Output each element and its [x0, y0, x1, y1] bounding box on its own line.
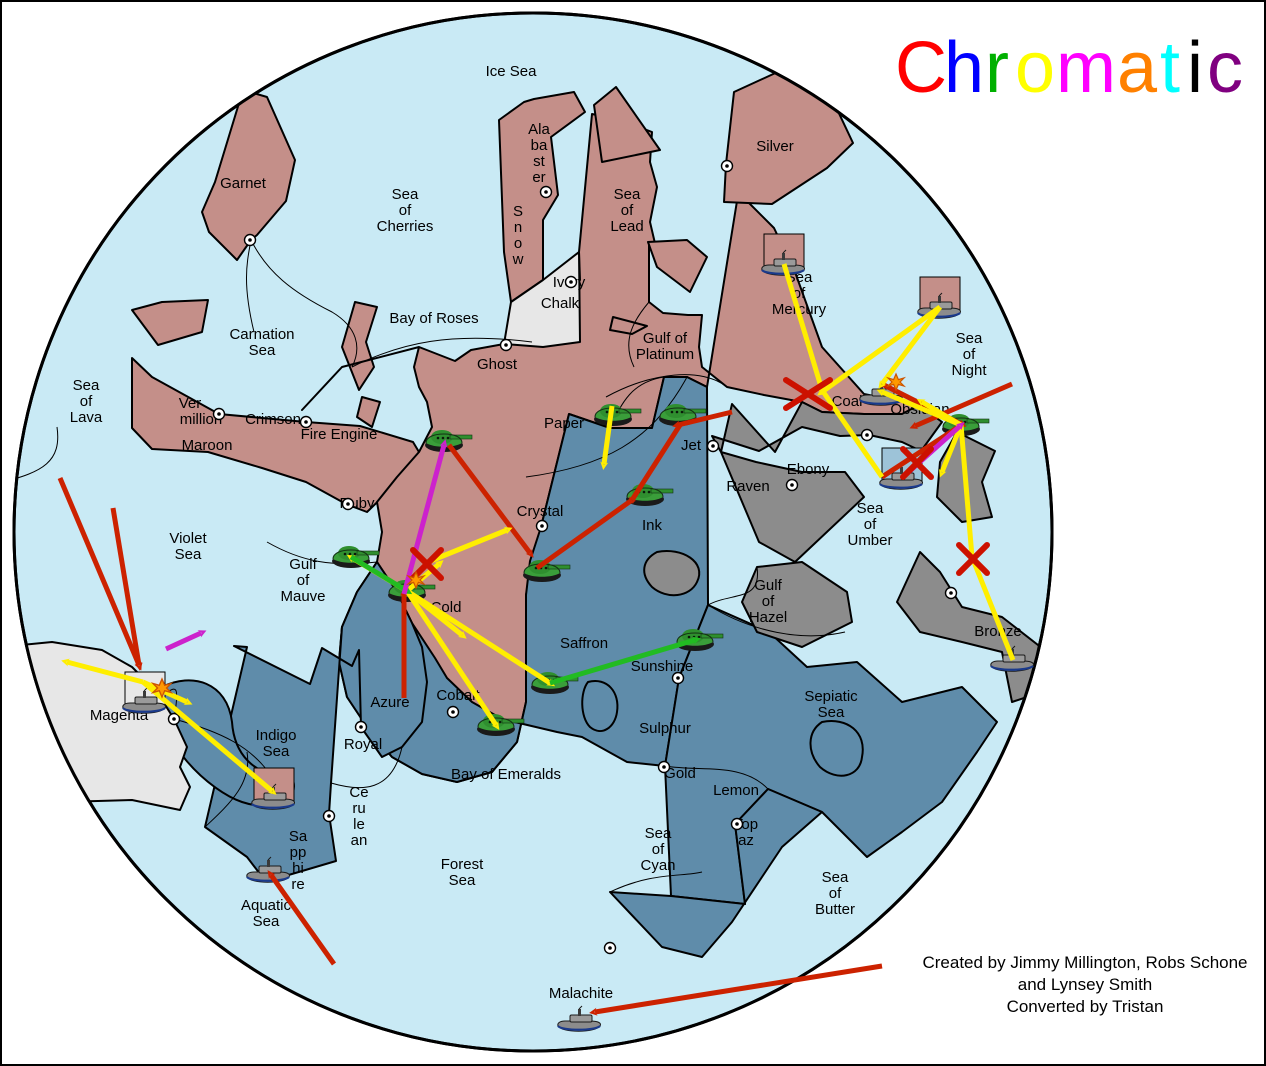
svg-text:Butter: Butter: [815, 901, 855, 918]
svg-text:az: az: [738, 832, 754, 849]
svg-text:Raven: Raven: [726, 478, 769, 495]
svg-text:Sea: Sea: [73, 377, 100, 394]
svg-text:Forest: Forest: [441, 856, 484, 873]
svg-text:an: an: [351, 832, 368, 849]
svg-text:and Lynsey Smith: and Lynsey Smith: [1018, 975, 1153, 994]
svg-text:Sea: Sea: [857, 500, 884, 517]
svg-text:Sea: Sea: [822, 869, 849, 886]
svg-text:Ver: Ver: [179, 395, 202, 412]
svg-text:Sulphur: Sulphur: [639, 720, 691, 737]
svg-text:of: of: [652, 841, 665, 858]
svg-text:Sea: Sea: [249, 342, 276, 359]
svg-text:of: of: [963, 346, 976, 363]
svg-text:of: of: [864, 516, 877, 533]
svg-text:n: n: [514, 219, 522, 236]
svg-text:ru: ru: [352, 800, 365, 817]
svg-text:Sea: Sea: [263, 743, 290, 760]
svg-text:Garnet: Garnet: [220, 175, 267, 192]
svg-text:Bay of Roses: Bay of Roses: [389, 310, 478, 327]
svg-text:Converted by Tristan: Converted by Tristan: [1007, 997, 1164, 1016]
svg-text:Bay of Emeralds: Bay of Emeralds: [451, 766, 561, 783]
svg-text:Sea: Sea: [818, 704, 845, 721]
svg-text:er: er: [532, 169, 545, 186]
svg-text:of: of: [399, 202, 412, 219]
svg-text:Gulf: Gulf: [289, 556, 317, 573]
svg-text:le: le: [353, 816, 365, 833]
svg-text:a: a: [1117, 28, 1158, 108]
svg-text:st: st: [533, 153, 546, 170]
svg-text:o: o: [514, 235, 522, 252]
svg-text:Sepiatic: Sepiatic: [804, 688, 858, 705]
svg-text:i: i: [1187, 28, 1203, 108]
svg-text:hi: hi: [292, 860, 304, 877]
svg-text:w: w: [512, 251, 524, 268]
svg-text:Ala: Ala: [528, 121, 550, 138]
svg-text:Umber: Umber: [847, 532, 892, 549]
svg-text:Royal: Royal: [344, 736, 382, 753]
svg-text:h: h: [944, 28, 984, 108]
svg-text:Sea: Sea: [449, 872, 476, 889]
svg-text:Created by Jimmy Millington, R: Created by Jimmy Millington, Robs Schone: [922, 953, 1247, 972]
svg-text:Lemon: Lemon: [713, 782, 759, 799]
svg-text:Malachite: Malachite: [549, 985, 613, 1002]
svg-text:Sunshine: Sunshine: [631, 658, 694, 675]
svg-text:Chalk: Chalk: [541, 295, 580, 312]
svg-text:r: r: [985, 28, 1009, 108]
svg-text:Cherries: Cherries: [377, 218, 434, 235]
svg-text:Saffron: Saffron: [560, 635, 608, 652]
svg-text:Platinum: Platinum: [636, 346, 694, 363]
svg-text:Aquatic: Aquatic: [241, 897, 292, 914]
svg-text:Ghost: Ghost: [477, 356, 518, 373]
svg-text:t: t: [1160, 28, 1180, 108]
svg-text:m: m: [1056, 28, 1116, 108]
svg-text:S: S: [513, 203, 523, 220]
svg-text:ba: ba: [531, 137, 548, 154]
svg-text:Indigo: Indigo: [256, 727, 297, 744]
svg-text:Silver: Silver: [756, 138, 794, 155]
svg-text:Sea: Sea: [392, 186, 419, 203]
svg-text:c: c: [1207, 28, 1243, 108]
svg-text:re: re: [291, 876, 304, 893]
svg-text:Maroon: Maroon: [182, 437, 233, 454]
svg-text:of: of: [297, 572, 310, 589]
svg-text:C: C: [895, 28, 947, 108]
svg-text:Ebony: Ebony: [787, 461, 830, 478]
svg-text:Mauve: Mauve: [280, 588, 325, 605]
svg-text:Night: Night: [951, 362, 987, 379]
svg-text:Violet: Violet: [169, 530, 207, 547]
svg-text:Paper: Paper: [544, 415, 584, 432]
svg-text:of: of: [621, 202, 634, 219]
svg-text:Sea: Sea: [645, 825, 672, 842]
svg-text:Sea: Sea: [614, 186, 641, 203]
svg-text:Sea: Sea: [175, 546, 202, 563]
svg-text:Lava: Lava: [70, 409, 103, 426]
svg-text:Sa: Sa: [289, 828, 308, 845]
svg-text:Ink: Ink: [642, 517, 663, 534]
svg-text:Jet: Jet: [681, 437, 702, 454]
svg-text:Crimson: Crimson: [245, 411, 301, 428]
svg-text:Ce: Ce: [349, 784, 368, 801]
svg-text:Gulf of: Gulf of: [643, 330, 688, 347]
svg-text:pp: pp: [290, 844, 307, 861]
svg-text:of: of: [829, 885, 842, 902]
svg-text:Sea: Sea: [253, 913, 280, 930]
svg-text:Hazel: Hazel: [749, 609, 787, 626]
svg-text:o: o: [1015, 28, 1055, 108]
svg-text:Cyan: Cyan: [640, 857, 675, 874]
svg-text:of: of: [80, 393, 93, 410]
svg-text:of: of: [762, 593, 775, 610]
svg-text:Lead: Lead: [610, 218, 643, 235]
svg-text:Sea: Sea: [956, 330, 983, 347]
svg-text:Fire Engine: Fire Engine: [301, 426, 378, 443]
svg-text:Crystal: Crystal: [517, 503, 564, 520]
svg-text:Gulf: Gulf: [754, 577, 782, 594]
svg-text:Carnation: Carnation: [229, 326, 294, 343]
svg-text:Ice Sea: Ice Sea: [486, 63, 538, 80]
